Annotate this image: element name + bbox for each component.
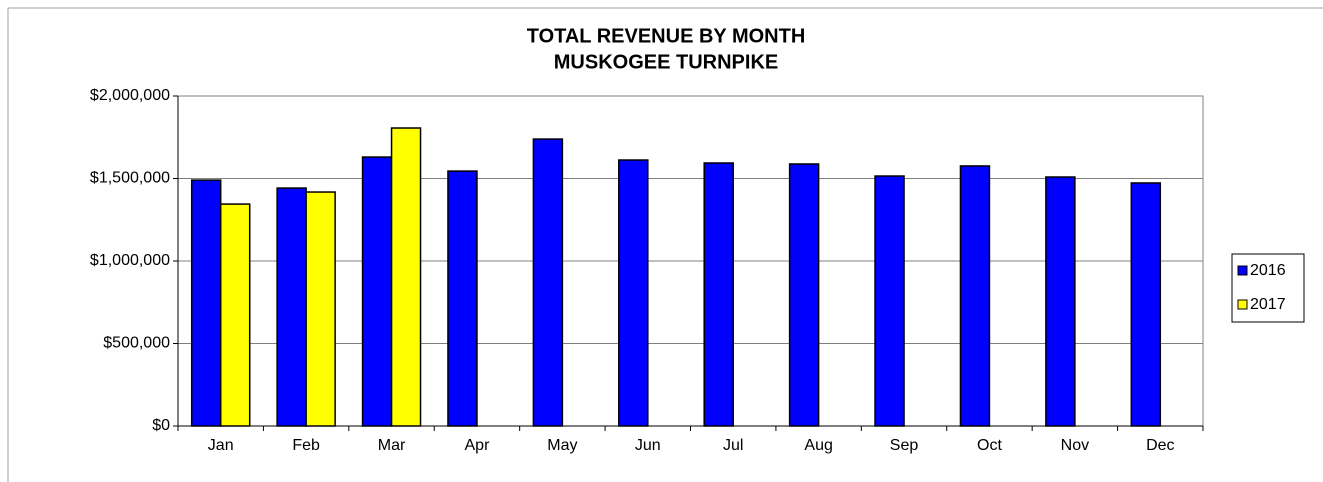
bar xyxy=(959,165,991,427)
bar xyxy=(276,187,307,427)
legend-label: 2017 xyxy=(1250,296,1286,313)
bar xyxy=(219,203,251,427)
y-tick-label: $0 xyxy=(152,417,170,434)
bar xyxy=(618,159,649,427)
x-tick-label: Sep xyxy=(890,437,919,454)
chart-title: TOTAL REVENUE BY MONTH xyxy=(527,25,806,47)
bar xyxy=(1130,182,1162,427)
bar xyxy=(874,175,905,427)
legend-label: 2016 xyxy=(1250,262,1286,279)
x-tick-label: Aug xyxy=(804,437,832,454)
y-tick-label: $1,000,000 xyxy=(90,252,170,269)
x-tick-label: Jan xyxy=(208,437,234,454)
x-tick-label: Oct xyxy=(977,437,1002,454)
x-tick-label: Nov xyxy=(1061,437,1089,454)
bar xyxy=(788,163,820,427)
x-tick-label: Apr xyxy=(465,437,491,454)
x-tick-label: Dec xyxy=(1146,437,1174,454)
legend-box xyxy=(1231,253,1305,323)
x-tick-label: May xyxy=(547,437,577,454)
x-tick-label: Feb xyxy=(292,437,320,454)
bar xyxy=(190,179,222,427)
y-tick-label: $1,500,000 xyxy=(90,170,170,187)
y-tick-label: $500,000 xyxy=(103,335,170,352)
chart-subtitle: MUSKOGEE TURNPIKE xyxy=(554,51,778,73)
bar xyxy=(1045,176,1076,427)
bar xyxy=(447,170,478,427)
bar xyxy=(703,162,734,427)
x-tick-label: Jun xyxy=(635,437,661,454)
x-tick-label: Jul xyxy=(723,437,743,454)
bar xyxy=(361,156,393,427)
legend-swatch xyxy=(1237,265,1248,276)
x-tick-label: Mar xyxy=(378,437,406,454)
y-tick-label: $2,000,000 xyxy=(90,87,170,104)
bar xyxy=(390,127,422,427)
legend-swatch xyxy=(1237,299,1248,310)
bar xyxy=(305,191,336,427)
bar xyxy=(532,138,564,427)
